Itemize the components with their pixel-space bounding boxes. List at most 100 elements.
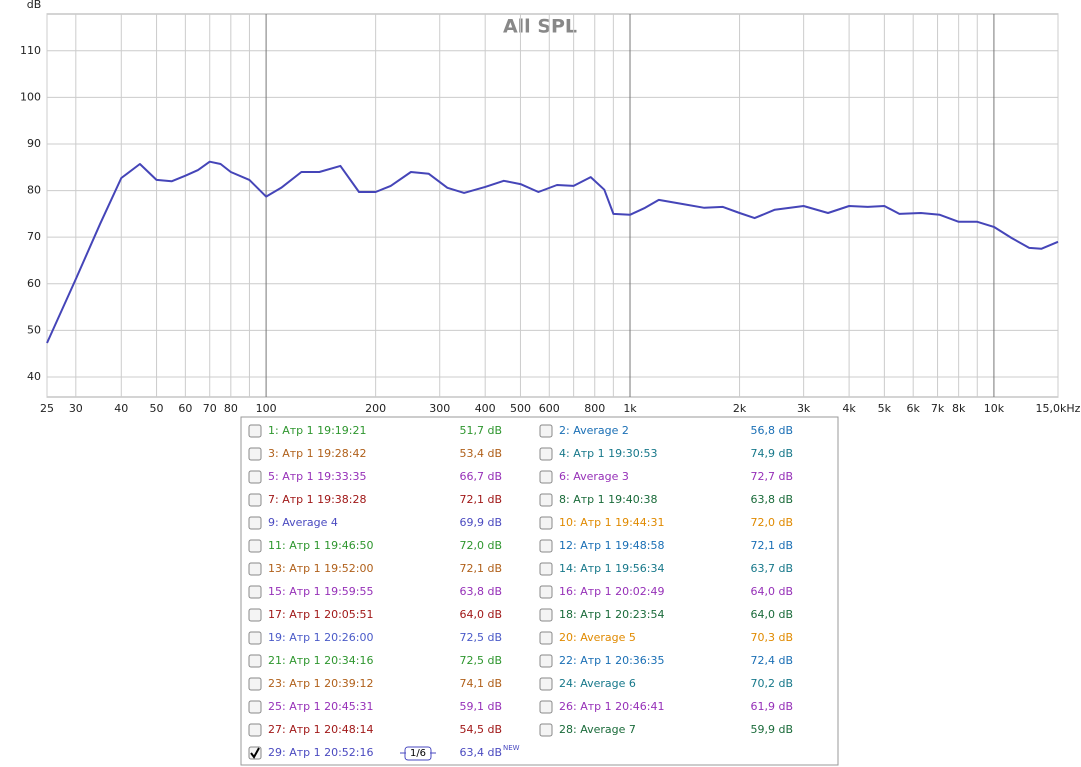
checkbox[interactable] — [539, 447, 553, 461]
legend-label[interactable]: 24: Average 6 — [559, 677, 636, 690]
legend-label[interactable]: 22: Aтр 1 20:36:35 — [559, 654, 665, 667]
x-tick-label: 15,0kHz — [1036, 402, 1081, 415]
data-line — [46, 160, 1059, 344]
checkbox[interactable] — [248, 608, 262, 622]
x-tick-label: 800 — [584, 402, 605, 415]
checkbox[interactable] — [539, 700, 553, 714]
checkbox[interactable] — [248, 470, 262, 484]
checkbox[interactable] — [539, 424, 553, 438]
legend-label[interactable]: 16: Aтр 1 20:02:49 — [559, 585, 665, 598]
chart-title: All SPL — [503, 16, 577, 38]
checkbox[interactable] — [539, 539, 553, 553]
y-tick-label: 60 — [27, 277, 41, 290]
checkbox[interactable] — [248, 493, 262, 507]
y-tick-label: 50 — [27, 323, 41, 336]
legend-label[interactable]: 10: Aтр 1 19:44:31 — [559, 516, 665, 529]
checkbox[interactable] — [248, 677, 262, 691]
x-tick-label: 25 — [40, 402, 54, 415]
legend-value: 72,1 dB — [459, 562, 502, 575]
legend-label[interactable]: 4: Aтр 1 19:30:53 — [559, 447, 658, 460]
legend-label[interactable]: 29: Aтр 1 20:52:16 — [268, 746, 374, 759]
checkbox[interactable] — [248, 539, 262, 553]
y-tick-label: 90 — [27, 137, 41, 150]
checkbox[interactable] — [248, 654, 262, 668]
x-tick-label: 40 — [114, 402, 128, 415]
legend-label[interactable]: 1: Aтр 1 19:19:21 — [268, 424, 367, 437]
smoothing-bg — [406, 748, 430, 759]
legend-value: 74,9 dB — [750, 447, 793, 460]
checkbox[interactable] — [248, 562, 262, 576]
legend-label[interactable]: 3: Aтр 1 19:28:42 — [268, 447, 367, 460]
legend-label[interactable]: 8: Aтр 1 19:40:38 — [559, 493, 658, 506]
legend-value: 72,1 dB — [459, 493, 502, 506]
x-tick-label: 1k — [623, 402, 637, 415]
checkbox[interactable] — [539, 723, 553, 737]
y-tick-label: 110 — [20, 44, 41, 57]
legend-label[interactable]: 21: Aтр 1 20:34:16 — [268, 654, 374, 667]
checkbox[interactable] — [248, 631, 262, 645]
legend-label[interactable]: 20: Average 5 — [559, 631, 636, 644]
checkbox[interactable] — [539, 585, 553, 599]
legend-label[interactable]: 9: Average 4 — [268, 516, 338, 529]
checkbox[interactable] — [539, 470, 553, 484]
legend-value: 56,8 dB — [750, 424, 793, 437]
checkbox[interactable] — [539, 631, 553, 645]
checkbox[interactable] — [539, 654, 553, 668]
legend-label[interactable]: 15: Aтр 1 19:59:55 — [268, 585, 374, 598]
legend-value: 64,0 dB — [459, 608, 502, 621]
checkbox[interactable] — [248, 447, 262, 461]
checkbox[interactable] — [248, 700, 262, 714]
legend-label[interactable]: 13: Aтр 1 19:52:00 — [268, 562, 374, 575]
x-tick-label: 2k — [733, 402, 747, 415]
legend-label[interactable]: 2: Average 2 — [559, 424, 629, 437]
legend-label[interactable]: 18: Aтр 1 20:23:54 — [559, 608, 665, 621]
x-tick-label: 3k — [797, 402, 811, 415]
checkbox[interactable] — [248, 585, 262, 599]
x-tick-label: 7k — [931, 402, 945, 415]
legend-label[interactable]: 23: Aтр 1 20:39:12 — [268, 677, 374, 690]
legend-value: 63,4 dB — [459, 746, 502, 759]
legend-label[interactable]: 12: Aтр 1 19:48:58 — [559, 539, 665, 552]
legend-label[interactable]: 19: Aтр 1 20:26:00 — [268, 631, 374, 644]
y-axis-label: dB — [27, 0, 42, 11]
checkbox[interactable] — [248, 723, 262, 737]
checkbox[interactable] — [539, 608, 553, 622]
checkbox[interactable] — [539, 677, 553, 691]
legend-value: 64,0 dB — [750, 608, 793, 621]
checkbox[interactable] — [248, 516, 262, 530]
y-tick-label: 70 — [27, 230, 41, 243]
legend-label[interactable]: 7: Aтр 1 19:38:28 — [268, 493, 367, 506]
checkbox[interactable] — [539, 493, 553, 507]
legend-label[interactable]: 28: Average 7 — [559, 723, 636, 736]
legend-value: 72,5 dB — [459, 654, 502, 667]
legend-value: 63,8 dB — [459, 585, 502, 598]
x-tick-label: 200 — [365, 402, 386, 415]
x-tick-label: 70 — [203, 402, 217, 415]
x-tick-label: 30 — [69, 402, 83, 415]
legend-label[interactable]: 17: Aтр 1 20:05:51 — [268, 608, 374, 621]
legend-label[interactable]: 11: Aтр 1 19:46:50 — [268, 539, 374, 552]
x-tick-label: 4k — [842, 402, 856, 415]
legend-value: 63,8 dB — [750, 493, 793, 506]
legend-value: 70,3 dB — [750, 631, 793, 644]
legend-value: 72,4 dB — [750, 654, 793, 667]
x-tick-label: 10k — [984, 402, 1005, 415]
x-tick-label: 400 — [475, 402, 496, 415]
legend-value: 72,5 dB — [459, 631, 502, 644]
checkbox[interactable] — [248, 424, 262, 438]
new-badge: NEW — [503, 744, 520, 752]
legend-label[interactable]: 6: Average 3 — [559, 470, 629, 483]
legend-value: 70,2 dB — [750, 677, 793, 690]
legend-label[interactable]: 25: Aтр 1 20:45:31 — [268, 700, 374, 713]
legend-value: 59,9 dB — [750, 723, 793, 736]
legend-label[interactable]: 14: Aтр 1 19:56:34 — [559, 562, 665, 575]
legend-value: 64,0 dB — [750, 585, 793, 598]
legend-value: 53,4 dB — [459, 447, 502, 460]
plot-area — [46, 13, 1059, 398]
legend-label[interactable]: 27: Aтр 1 20:48:14 — [268, 723, 374, 736]
legend-label[interactable]: 5: Aтр 1 19:33:35 — [268, 470, 367, 483]
checkbox[interactable] — [539, 562, 553, 576]
checkbox[interactable] — [539, 516, 553, 530]
legend-label[interactable]: 26: Aтр 1 20:46:41 — [559, 700, 665, 713]
